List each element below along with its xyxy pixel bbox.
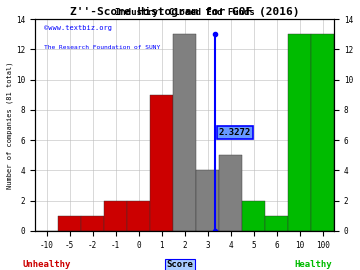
Y-axis label: Number of companies (81 total): Number of companies (81 total) — [7, 61, 13, 189]
Bar — [265, 216, 288, 231]
Text: Score: Score — [167, 260, 193, 269]
Text: ©www.textbiz.org: ©www.textbiz.org — [44, 25, 112, 32]
Bar — [242, 201, 265, 231]
Bar — [127, 201, 150, 231]
Bar — [81, 216, 104, 231]
Bar — [311, 34, 334, 231]
Bar — [196, 170, 219, 231]
Title: Z''-Score Histogram for GOF (2016): Z''-Score Histogram for GOF (2016) — [70, 7, 300, 17]
Text: Healthy: Healthy — [294, 260, 332, 269]
Bar — [288, 34, 311, 231]
Text: Industry: Closed End Funds: Industry: Closed End Funds — [115, 8, 255, 17]
Text: Unhealthy: Unhealthy — [23, 260, 71, 269]
Bar — [104, 201, 127, 231]
Bar — [58, 216, 81, 231]
Bar — [219, 155, 242, 231]
Text: The Research Foundation of SUNY: The Research Foundation of SUNY — [44, 45, 161, 50]
Bar — [173, 34, 196, 231]
Bar — [150, 95, 173, 231]
Text: 2.3272: 2.3272 — [219, 128, 251, 137]
